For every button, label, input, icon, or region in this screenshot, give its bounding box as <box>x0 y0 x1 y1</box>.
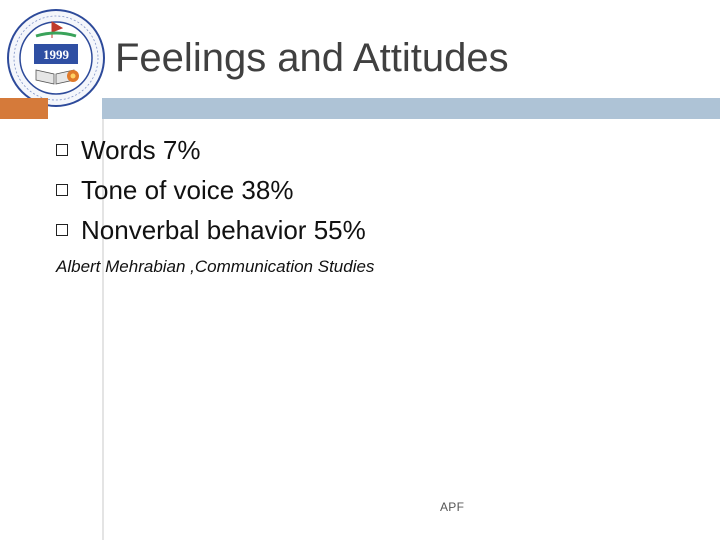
college-seal-logo: 1999 <box>6 8 106 108</box>
square-bullet-icon <box>56 184 68 196</box>
bullet-item: Tone of voice 38% <box>56 170 366 210</box>
bullet-text: Tone of voice 38% <box>81 174 294 205</box>
svg-text:1999: 1999 <box>43 47 70 62</box>
citation-text: Albert Mehrabian ,Communication Studies <box>56 257 375 276</box>
accent-bar-blue <box>102 98 720 119</box>
square-bullet-icon <box>56 144 68 156</box>
page-title: Feelings and Attitudes <box>115 36 509 80</box>
vertical-divider <box>102 119 104 540</box>
bullet-text: Words 7% <box>81 134 201 165</box>
square-bullet-icon <box>56 224 68 236</box>
accent-bar-orange <box>0 98 48 119</box>
bullet-item: Nonverbal behavior 55% <box>56 210 366 250</box>
bullet-text: Nonverbal behavior 55% <box>81 214 366 245</box>
bullet-list: Words 7% Tone of voice 38% Nonverbal beh… <box>56 130 366 250</box>
bullet-item: Words 7% <box>56 130 366 170</box>
footer-text: APF <box>440 500 465 514</box>
